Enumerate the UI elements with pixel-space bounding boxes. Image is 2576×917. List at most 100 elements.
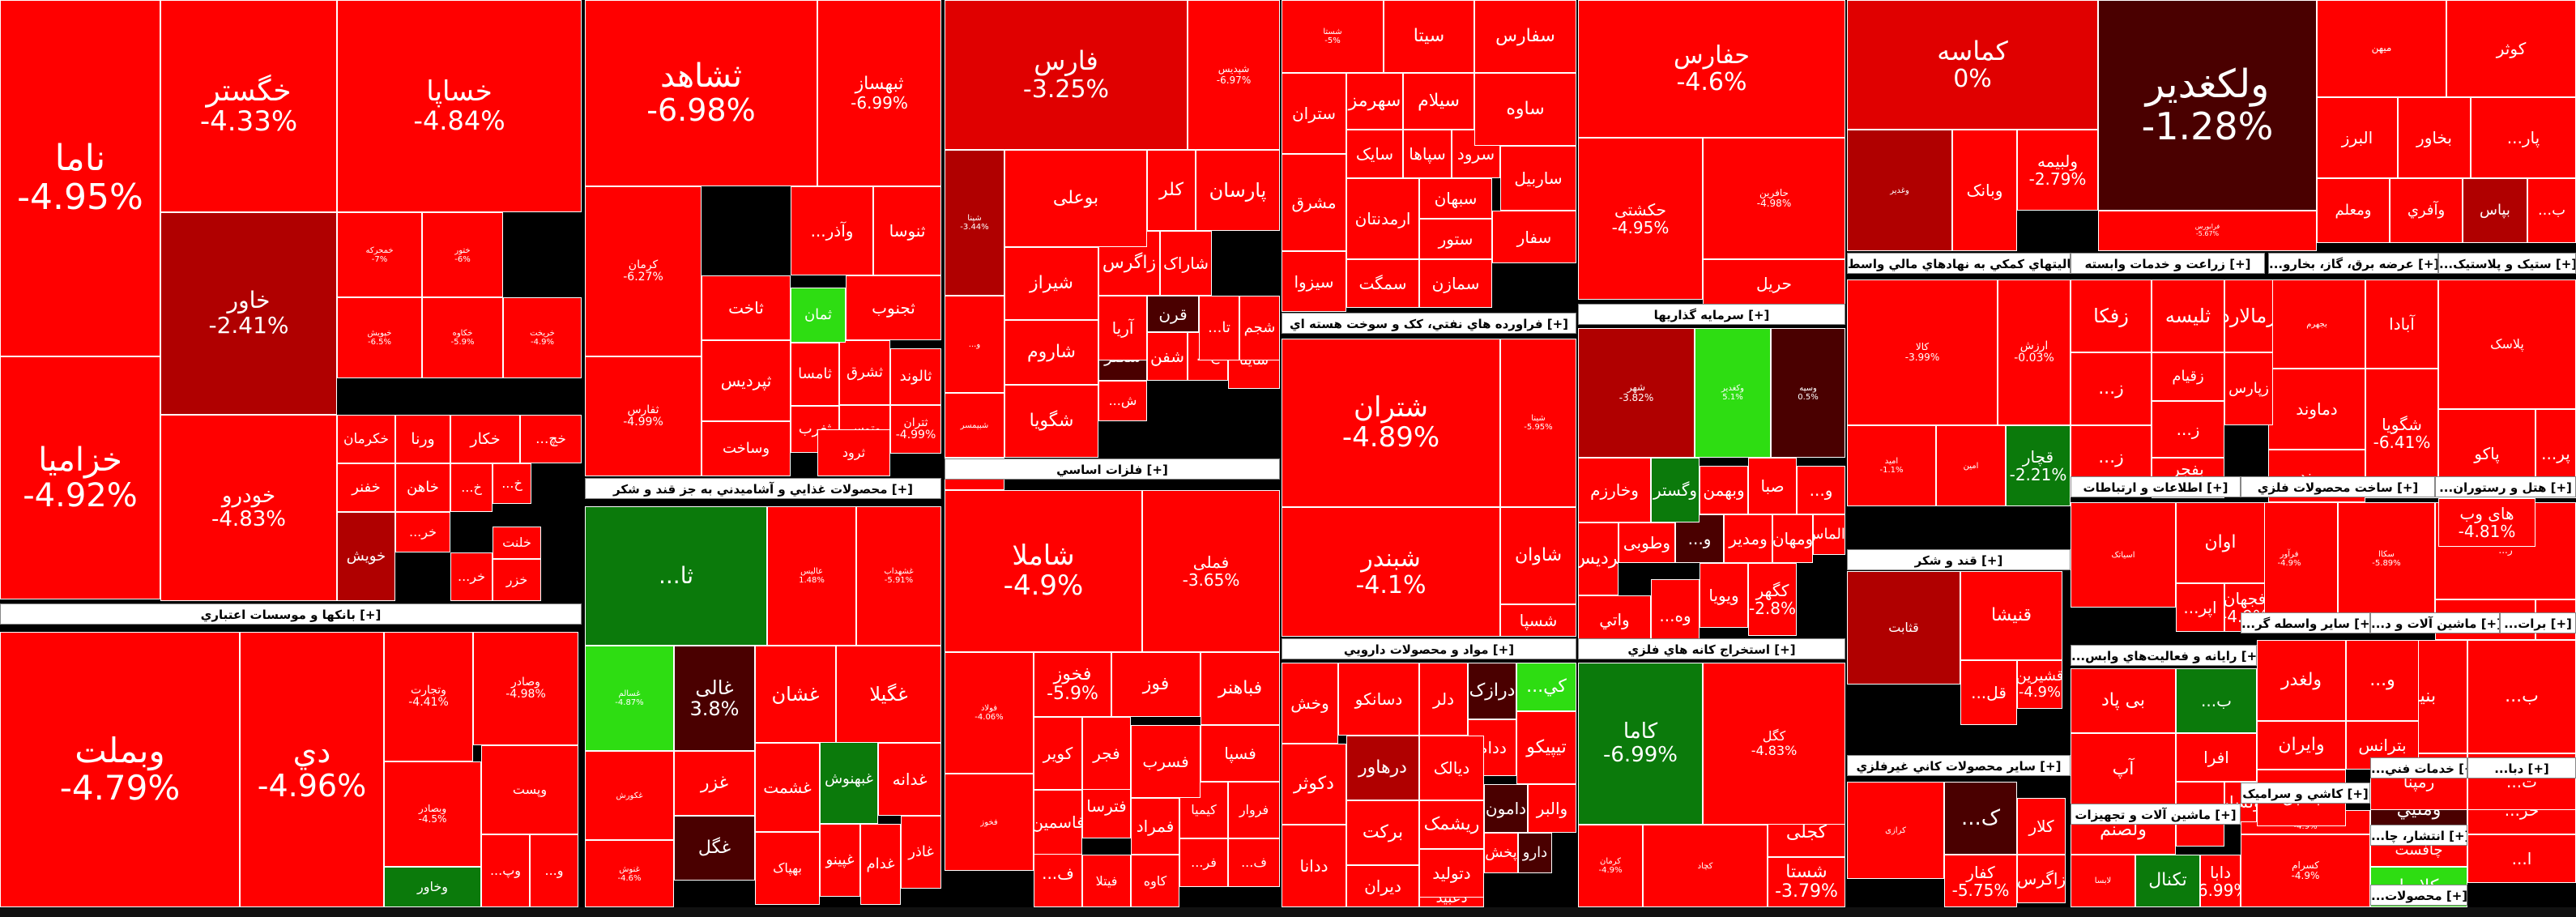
- stock-tile[interactable]: وخاور: [384, 867, 481, 907]
- stock-tile[interactable]: دارو: [1518, 833, 1552, 873]
- stock-tile[interactable]: ...و: [1797, 466, 1845, 514]
- stock-tile[interactable]: اوان: [2176, 502, 2265, 583]
- stock-tile[interactable]: ثلیسه: [2152, 279, 2224, 352]
- stock-tile[interactable]: شپدیس -6.97%: [1188, 0, 1280, 150]
- stock-tile[interactable]: ...ثا: [585, 506, 767, 646]
- stock-tile[interactable]: فخوز -5.9%: [1034, 652, 1111, 717]
- stock-tile[interactable]: خويش: [337, 512, 395, 601]
- sector-header-17[interactable]: ...ساير واسطه گر [+]: [2241, 612, 2370, 633]
- stock-tile[interactable]: حافرین -4.98%: [1703, 138, 1845, 259]
- stock-tile[interactable]: فمراد: [1131, 798, 1179, 855]
- stock-tile[interactable]: غگیلا: [836, 646, 941, 743]
- sector-header-26[interactable]: ...محصولات [+]: [2370, 885, 2467, 906]
- sector-header-9[interactable]: زراعت و خدمات وابسته [+]: [2071, 253, 2265, 274]
- stock-tile[interactable]: ساوه: [1474, 73, 1576, 146]
- stock-tile[interactable]: ...خ: [493, 463, 531, 504]
- stock-tile[interactable]: بی پاد: [2071, 668, 2176, 733]
- stock-tile[interactable]: تکنال: [2135, 855, 2200, 907]
- stock-tile[interactable]: ...و: [2346, 640, 2419, 721]
- stock-tile[interactable]: وساخت: [702, 421, 791, 476]
- stock-tile[interactable]: کلار: [2017, 798, 2066, 855]
- stock-tile[interactable]: ...ز: [2152, 401, 2224, 458]
- stock-tile[interactable]: ...فر: [1179, 838, 1228, 887]
- stock-tile[interactable]: ستران: [1282, 73, 1346, 154]
- stock-tile[interactable]: کسرام -4.9%: [2241, 834, 2370, 907]
- sector-header-7[interactable]: استخراج کانه هاي فلزي [+]: [1578, 638, 1845, 659]
- stock-tile[interactable]: ویویا: [1700, 563, 1748, 628]
- stock-tile[interactable]: ...خ: [450, 463, 493, 512]
- stock-tile[interactable]: ثتران -4.99%: [890, 405, 941, 454]
- stock-tile[interactable]: ثشرق: [839, 340, 890, 405]
- stock-tile[interactable]: فارس -3.25%: [945, 0, 1188, 150]
- stock-tile[interactable]: ثاخت: [702, 275, 791, 340]
- stock-tile[interactable]: آپ: [2071, 733, 2176, 806]
- stock-tile[interactable]: ...و: [1675, 514, 1724, 563]
- stock-tile[interactable]: ...اپر: [2176, 583, 2224, 632]
- stock-tile[interactable]: وصادر -4.98%: [473, 632, 578, 745]
- stock-tile[interactable]: شبیمسر: [945, 393, 1004, 458]
- stock-tile[interactable]: ولبیمه -2.79%: [2017, 130, 2098, 211]
- stock-tile[interactable]: دابا-6.99%: [2200, 855, 2241, 907]
- stock-tile[interactable]: البرز: [2317, 97, 2398, 178]
- stock-tile[interactable]: خزامیا -4.92%: [0, 356, 160, 599]
- sector-header-11[interactable]: ...ستيک و پلاستيک [+]: [2438, 253, 2576, 274]
- stock-tile[interactable]: پخش: [1484, 833, 1518, 873]
- stock-tile[interactable]: واتي: [1578, 595, 1651, 644]
- stock-tile[interactable]: کرمان -4.9%: [1578, 825, 1643, 907]
- stock-tile[interactable]: قرن: [1147, 296, 1199, 332]
- stock-tile[interactable]: ورنا: [395, 415, 450, 463]
- stock-tile[interactable]: وآفري: [2390, 178, 2463, 243]
- stock-tile[interactable]: دامون: [1484, 784, 1528, 833]
- stock-tile[interactable]: فخوز: [945, 774, 1034, 871]
- stock-tile[interactable]: تیپیکو: [1516, 711, 1576, 784]
- stock-tile[interactable]: لابسا: [2071, 855, 2135, 907]
- stock-tile[interactable]: دتولید: [1419, 849, 1484, 898]
- stock-tile[interactable]: وتجارت -4.41%: [384, 632, 473, 761]
- stock-tile[interactable]: خاهن: [395, 463, 450, 512]
- stock-tile[interactable]: زاگرس: [2017, 855, 2066, 903]
- stock-tile[interactable]: غشان: [755, 646, 836, 743]
- stock-tile[interactable]: ...وآذر: [791, 186, 873, 275]
- stock-tile[interactable]: اسیاتک: [2071, 502, 2176, 608]
- stock-tile[interactable]: غشمت: [755, 743, 820, 832]
- stock-tile[interactable]: دسانکو: [1338, 663, 1419, 736]
- sector-header-12[interactable]: قند و شکر [+]: [1847, 549, 2071, 570]
- stock-tile[interactable]: فیتلا: [1082, 855, 1131, 907]
- stock-tile[interactable]: ثمان: [791, 288, 846, 343]
- stock-tile[interactable]: کوثر: [2446, 0, 2576, 97]
- stock-tile[interactable]: فاسمین: [1034, 790, 1082, 855]
- stock-tile[interactable]: ناما -4.95%: [0, 0, 160, 356]
- stock-tile[interactable]: خکاوه -5.9%: [422, 297, 503, 378]
- stock-tile[interactable]: حکشتی -4.95%: [1578, 138, 1703, 300]
- stock-tile[interactable]: ریشمک: [1419, 800, 1484, 849]
- stock-tile[interactable]: وگستر: [1651, 458, 1700, 522]
- stock-tile[interactable]: وبهمن: [1700, 466, 1748, 514]
- stock-tile[interactable]: زقیام: [2152, 352, 2224, 401]
- stock-tile[interactable]: ولکغدیر -1.28%: [2098, 0, 2317, 211]
- stock-tile[interactable]: بهپاک: [755, 832, 820, 905]
- stock-tile[interactable]: غدانه: [878, 743, 941, 816]
- stock-tile[interactable]: ددانا: [1282, 825, 1346, 907]
- stock-tile[interactable]: شستا -5%: [1282, 0, 1384, 73]
- stock-tile[interactable]: سمگت: [1346, 259, 1419, 308]
- stock-tile[interactable]: وبملت -4.79%: [0, 632, 240, 907]
- stock-tile[interactable]: خفنر: [337, 463, 395, 512]
- stock-tile[interactable]: ...تا: [1199, 296, 1239, 360]
- stock-tile[interactable]: کگهر -2.8%: [1748, 563, 1797, 636]
- stock-tile[interactable]: ...پار: [2471, 97, 2576, 178]
- stock-tile[interactable]: ...و: [530, 834, 578, 907]
- stock-tile[interactable]: وسپه 0.5%: [1771, 328, 1845, 458]
- stock-tile[interactable]: ...ک: [1944, 782, 2017, 855]
- stock-tile[interactable]: شسپا: [1500, 604, 1576, 637]
- stock-tile[interactable]: ...خر: [395, 512, 450, 552]
- stock-tile[interactable]: ثالوند: [890, 348, 941, 405]
- stock-tile[interactable]: وطوبی: [1619, 522, 1675, 563]
- stock-tile[interactable]: شفن: [1147, 332, 1188, 381]
- stock-tile[interactable]: ...خر: [450, 552, 493, 601]
- stock-tile[interactable]: فملی -3.65%: [1142, 490, 1280, 652]
- stock-tile[interactable]: کلر: [1147, 150, 1196, 231]
- sector-header-2[interactable]: محصولات غذايي و آشاميدني به جز قند و شکر…: [585, 478, 941, 499]
- stock-tile[interactable]: سفار: [1492, 211, 1576, 263]
- sector-header-24[interactable]: کاشي و سراميک [+]: [2241, 783, 2370, 804]
- stock-tile[interactable]: سرود: [1452, 130, 1500, 178]
